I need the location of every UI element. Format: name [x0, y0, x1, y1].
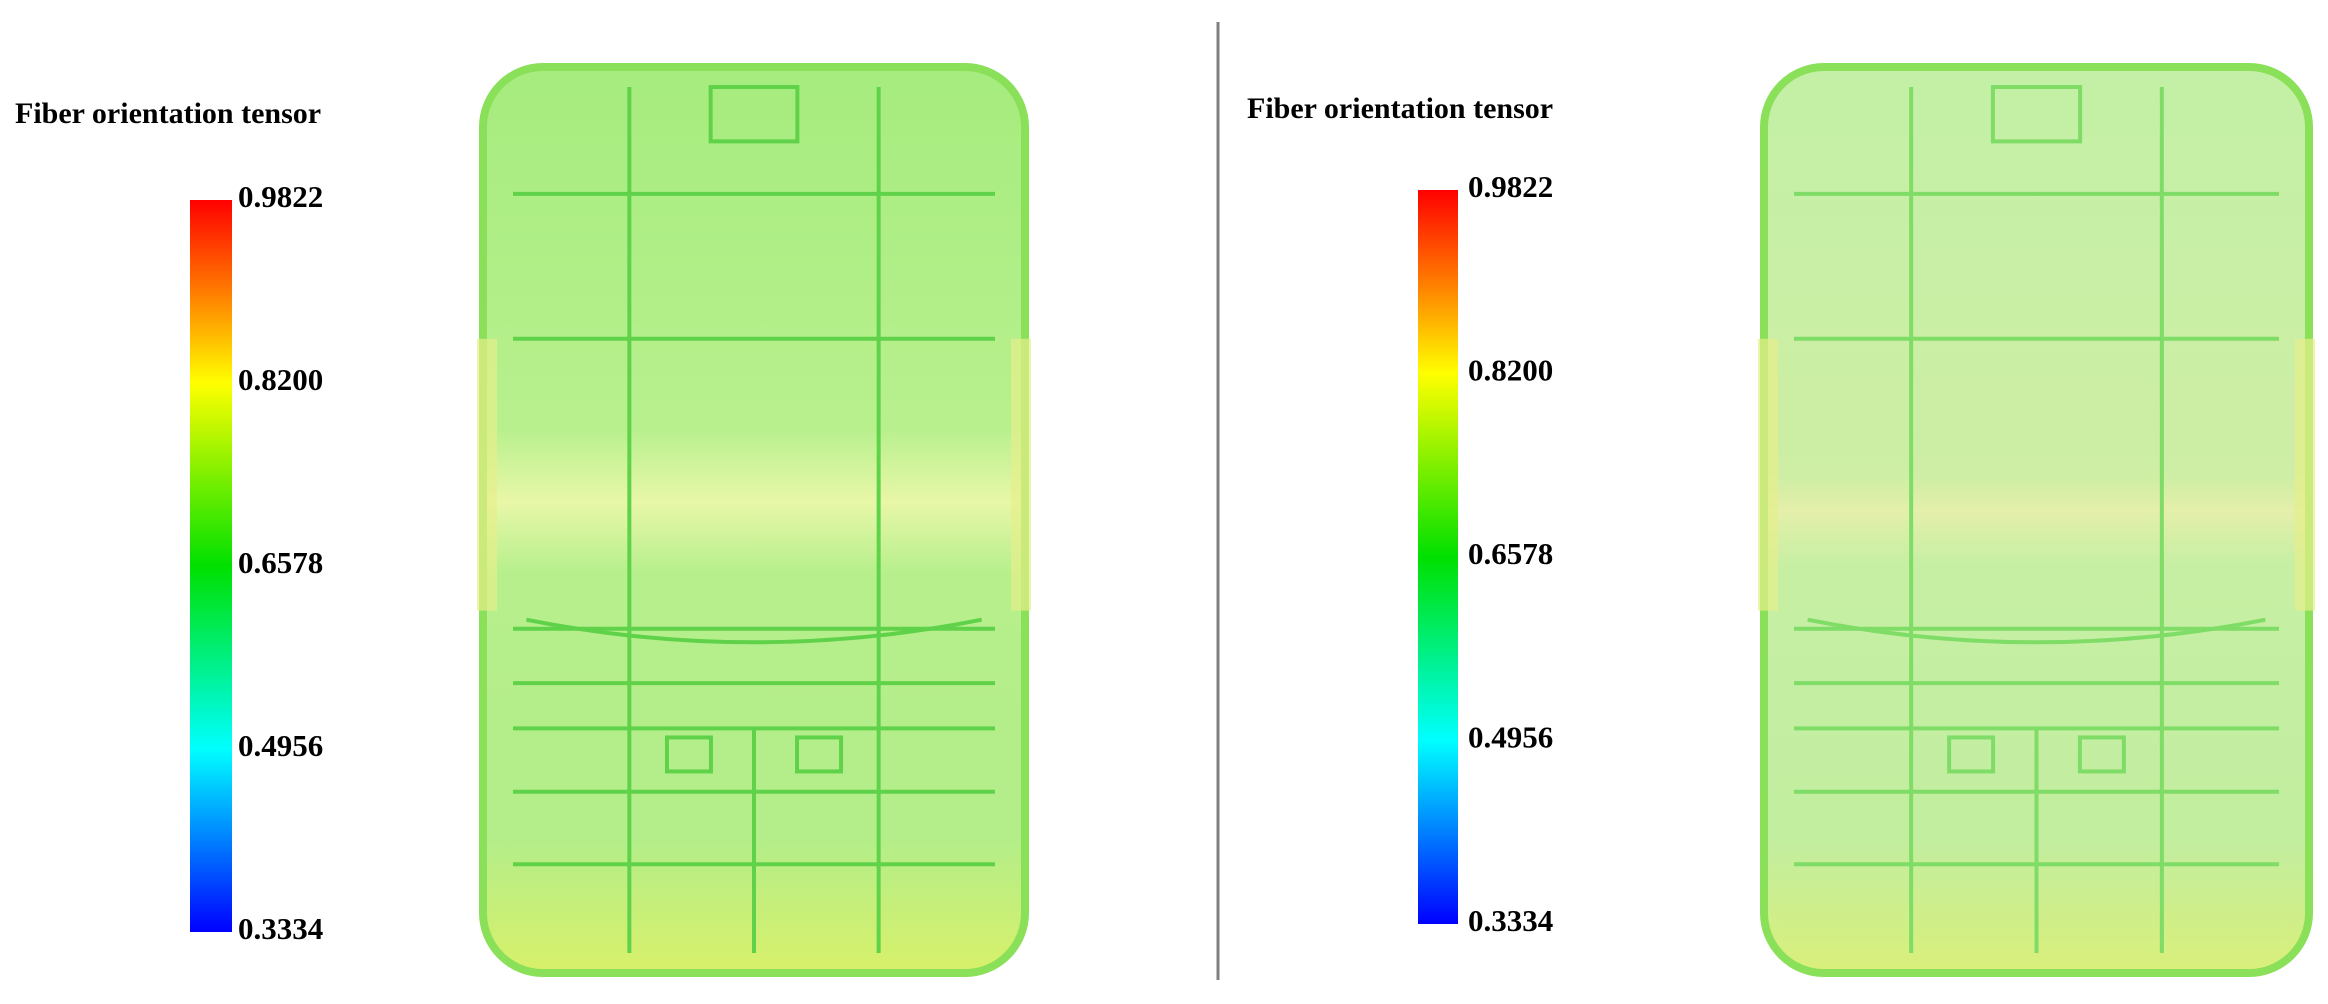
colorbar	[190, 200, 232, 932]
part-side	[477, 338, 497, 611]
panel: Fiber orientation tensor 0.9822 0.8200 0.65…	[15, 63, 1031, 977]
part-curve	[1807, 617, 2266, 645]
colorbar-label: 0.3334	[1468, 903, 1553, 938]
part-boss	[664, 735, 713, 774]
part-side	[2295, 338, 2315, 611]
panel: Fiber orientation tensor 0.9822 0.8200 0.65…	[1247, 63, 2315, 977]
colorbar-label: 0.9822	[1468, 169, 1553, 204]
part-side	[1011, 338, 1031, 611]
part-boss	[1947, 735, 1996, 774]
part-boss	[2077, 735, 2126, 774]
colorbar-label: 0.9822	[238, 179, 323, 214]
colorbar	[1418, 190, 1458, 924]
part-boss	[795, 735, 844, 774]
colorbar-label: 0.4956	[238, 728, 323, 763]
colorbar-label: 0.3334	[238, 911, 323, 946]
colorbar-label: 0.6578	[1468, 536, 1553, 571]
part-side	[1758, 338, 1778, 611]
colorbar-label: 0.4956	[1468, 720, 1553, 755]
colorbar-label: 0.8200	[238, 362, 323, 397]
part-curve	[525, 617, 983, 645]
part-boss	[1990, 85, 2083, 144]
colorbar-label: 0.6578	[238, 545, 323, 580]
part-boss	[708, 85, 800, 144]
panel-title: Fiber orientation tensor	[15, 97, 321, 130]
colorbar-label: 0.8200	[1468, 353, 1553, 388]
panel-title: Fiber orientation tensor	[1247, 92, 1553, 125]
